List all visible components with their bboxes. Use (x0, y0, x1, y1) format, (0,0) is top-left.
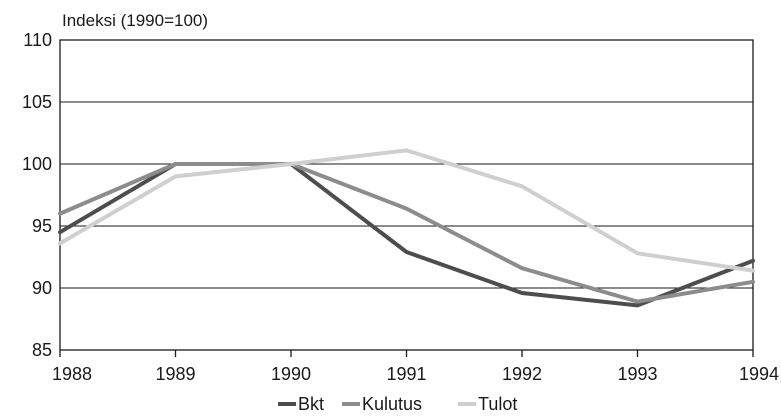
y-tick-label: 90 (32, 278, 52, 298)
x-tick-label: 1994 (739, 364, 779, 384)
y-tick-label: 105 (22, 92, 52, 112)
x-tick-label: 1992 (502, 364, 542, 384)
legend-label-tulot: Tulot (478, 394, 517, 414)
y-tick-label: 100 (22, 154, 52, 174)
y-tick-label: 110 (23, 30, 52, 50)
x-tick-label: 1988 (52, 364, 92, 384)
legend: Bkt Kulutus Tulot (278, 394, 517, 414)
x-tick-label: 1991 (386, 364, 426, 384)
series-lines (58, 148, 755, 308)
y-tick-label: 85 (32, 340, 52, 360)
legend-label-bkt: Bkt (298, 394, 324, 414)
legend-label-kulutus: Kulutus (362, 394, 422, 414)
y-axis-ticks: 85 90 95 100 105 110 (22, 30, 52, 360)
gridlines (60, 101, 753, 289)
x-tick-label: 1990 (271, 364, 311, 384)
series-line-kulutus (58, 162, 755, 304)
plot-frame (59, 39, 754, 351)
y-axis-unit-label: Indeksi (1990=100) (62, 11, 208, 30)
series-line-tulot (58, 148, 755, 273)
x-tick-label: 1993 (617, 364, 657, 384)
x-axis-ticks: 1988 1989 1990 1991 1992 1993 1994 (52, 350, 779, 384)
y-tick-label: 95 (32, 216, 52, 236)
x-tick-label: 1989 (155, 364, 195, 384)
